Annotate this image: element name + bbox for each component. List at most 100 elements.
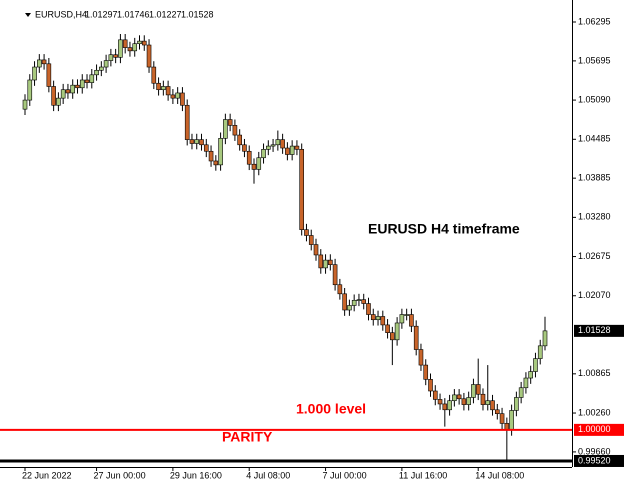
candle-body [480, 393, 486, 405]
y-tick-label: 1.00865 [578, 368, 611, 378]
candle-body [485, 400, 491, 405]
candle-body [194, 139, 200, 144]
candle-body [108, 54, 114, 61]
candle-body [537, 345, 543, 359]
header-open: 1.01297 [85, 9, 118, 19]
candle-body [256, 157, 262, 170]
candle-body [428, 379, 433, 392]
candle-body [99, 66, 104, 71]
candle-body [246, 150, 252, 165]
last-price-box [574, 324, 624, 337]
candle-body [466, 397, 471, 405]
symbol: EURUSD,H4 [35, 9, 87, 19]
y-tick-label: 0.99660 [578, 446, 611, 456]
candle-body [518, 387, 524, 398]
candle-body [232, 125, 238, 136]
candle-body [523, 377, 529, 389]
candle-body [189, 139, 195, 144]
header-close: 1.01528 [181, 9, 214, 19]
candle-body [528, 371, 533, 379]
candle-body [122, 39, 128, 48]
candle-body [432, 390, 438, 400]
candle-body [213, 160, 219, 166]
y-tick-label: 1.05090 [578, 94, 611, 104]
candle-body [494, 409, 500, 414]
y-tick-label: 1.00260 [578, 407, 611, 417]
candle-body [203, 144, 209, 152]
candle-body [227, 119, 233, 126]
candle-body [318, 254, 324, 269]
price-box-label: 1.00000 [578, 424, 611, 434]
candle-body [60, 89, 66, 99]
price-box [574, 454, 624, 467]
candle-body [184, 104, 190, 140]
parity-note: PARITY [222, 429, 273, 445]
x-tick-label: 29 Jun 16:00 [170, 470, 222, 480]
candle-body [170, 94, 176, 99]
x-tick-label: 14 Jul 08:00 [475, 470, 524, 480]
candle-body [313, 244, 319, 256]
candle-body [347, 305, 352, 311]
candle-body [223, 119, 228, 139]
candle-body [399, 314, 405, 324]
candle-body [118, 39, 123, 58]
candle-body [27, 79, 33, 101]
candle-body [390, 332, 395, 341]
candle-body [351, 299, 357, 306]
candle-body [65, 89, 71, 94]
candle-body [161, 86, 166, 91]
candle-body [332, 264, 338, 286]
candle-body [89, 74, 95, 83]
candle-body [452, 394, 457, 402]
candle-body [113, 54, 118, 58]
y-tick-label: 1.04485 [578, 134, 611, 144]
price-box-label: 0.99520 [578, 455, 611, 465]
candle-body [41, 59, 47, 65]
candle-body [285, 147, 290, 155]
candle-body [294, 145, 300, 150]
candle-body [385, 324, 390, 333]
candle-body [328, 259, 333, 265]
y-tick-label: 1.03885 [578, 173, 611, 183]
candle-body [251, 163, 257, 170]
candle-body [275, 139, 281, 146]
candle-body [242, 144, 247, 152]
candle-body [447, 400, 452, 411]
candle-body [132, 43, 138, 52]
candle-body [509, 410, 514, 431]
candle-body [127, 47, 133, 52]
candle-body [46, 63, 52, 87]
candle-body [366, 303, 371, 315]
x-tick-label: 4 Jul 08:00 [246, 470, 290, 480]
candle-body [299, 149, 304, 230]
candle-body [103, 60, 109, 68]
candle-body [413, 325, 419, 350]
candle-body [175, 92, 180, 99]
y-tick-label: 1.02070 [578, 290, 611, 300]
candle-body [141, 40, 147, 46]
candle-body [84, 79, 90, 83]
header-high: 1.01746 [117, 9, 150, 19]
candle-body [490, 400, 495, 411]
y-tick-label: 1.05695 [578, 55, 611, 65]
candle-body [423, 364, 429, 380]
candle-body [37, 59, 42, 68]
candle-body [32, 66, 37, 81]
candle-body [94, 69, 99, 76]
candle-body [308, 235, 314, 245]
x-tick-label: 27 Jun 00:00 [94, 470, 146, 480]
price-box [574, 423, 624, 436]
candle-body [261, 149, 266, 159]
x-tick-label: 11 Jul 16:00 [399, 470, 447, 480]
candle-body [156, 82, 161, 91]
candle-body [499, 413, 505, 424]
x-tick-label: 7 Jul 00:00 [323, 470, 367, 480]
candle-body [70, 84, 76, 94]
candle-body [289, 145, 295, 155]
candle-body [79, 79, 85, 89]
candle-body [437, 399, 443, 405]
candle-body [51, 86, 56, 106]
candle-body [461, 398, 467, 405]
candle-body [442, 403, 448, 411]
